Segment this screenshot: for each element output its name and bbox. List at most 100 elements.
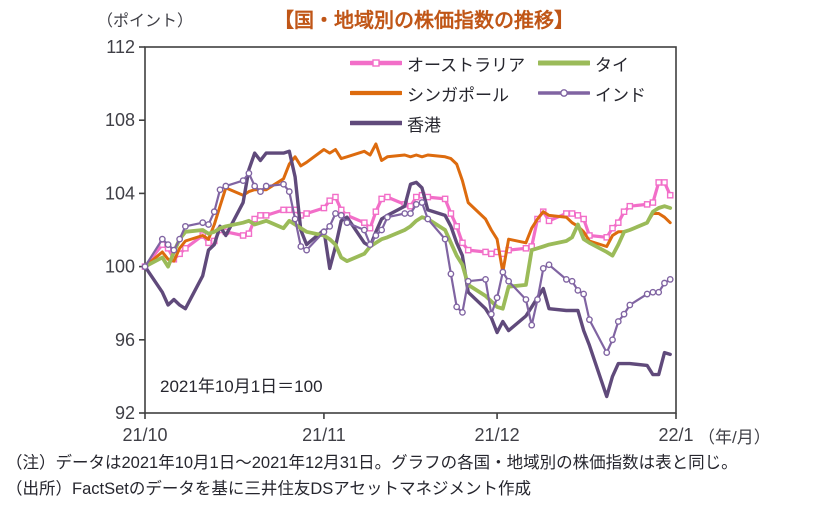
series-marker-india <box>205 221 212 228</box>
series-marker-australia <box>412 193 420 201</box>
series-marker-india <box>257 188 264 195</box>
y-tick-label: 100 <box>105 257 135 277</box>
x-tick-label: 22/1 <box>658 425 693 445</box>
page-title: 【国・地域別の株価指数の推移】 <box>274 10 574 32</box>
series-marker-india <box>176 235 184 243</box>
series-marker-australia <box>563 210 570 217</box>
series-marker-australia <box>447 210 455 217</box>
series-marker-australia <box>649 199 657 206</box>
series-marker-australia <box>280 206 287 214</box>
series-marker-india <box>199 219 207 227</box>
series-marker-india <box>539 265 547 272</box>
series-marker-india <box>487 310 495 318</box>
series-marker-india <box>401 210 409 217</box>
series-marker-india <box>447 270 455 278</box>
series-marker-australia <box>332 193 339 201</box>
series-marker-india <box>303 246 311 254</box>
legend-label-australia: オーストラリア <box>407 55 526 75</box>
series-marker-australia <box>378 195 385 203</box>
series-marker-india <box>378 226 386 234</box>
series-marker-india <box>482 276 489 283</box>
series-marker-australia <box>320 204 328 212</box>
series-marker-india <box>424 215 432 223</box>
series-marker-india <box>216 186 224 194</box>
series-marker-india <box>285 188 293 195</box>
x-tick-label: 21/10 <box>122 425 167 445</box>
series-marker-australia <box>482 248 489 256</box>
legend-item-thailand: タイ <box>538 51 629 76</box>
series-marker-india <box>545 261 553 269</box>
series-marker-india <box>384 213 391 221</box>
note-line-2: （出所）FactSetのデータを基に三井住友DSアセットマネジメント作成 <box>6 480 531 498</box>
series-marker-india <box>603 349 611 357</box>
series-marker-australia <box>580 215 587 223</box>
legend-item-australia: オーストラリア <box>350 51 538 76</box>
series-marker-australia <box>361 219 368 226</box>
x-tick-label: 21/11 <box>302 425 346 445</box>
series-marker-india <box>568 277 576 285</box>
series-marker-india <box>326 222 334 230</box>
series-marker-india <box>418 199 426 206</box>
legend-swatch-australia <box>350 59 402 67</box>
series-marker-india <box>360 226 368 234</box>
legend-label-singapore: シンガポール <box>407 85 509 105</box>
y-tick-label: 96 <box>115 330 135 350</box>
series-marker-india <box>245 169 253 177</box>
series-marker-india <box>499 268 507 276</box>
series-marker-australia <box>643 201 651 208</box>
legend-row: 香港 <box>350 108 646 138</box>
series-marker-india <box>580 290 588 298</box>
series-marker-australia <box>441 195 449 203</box>
series-marker-india <box>620 310 628 318</box>
series-marker-australia <box>488 250 495 258</box>
series-marker-australia <box>366 224 374 232</box>
series-marker-australia <box>245 230 253 237</box>
series-marker-india <box>562 276 570 283</box>
x-tick-label: 21/12 <box>475 425 520 445</box>
series-marker-australia <box>626 202 634 210</box>
series-marker-india <box>655 288 663 296</box>
series-marker-australia <box>453 223 460 230</box>
series-marker-australia <box>372 208 380 216</box>
legend-swatch-thailand <box>538 60 590 66</box>
legend-label-hongkong: 香港 <box>407 115 441 135</box>
series-line-singapore <box>143 142 672 274</box>
series-marker-india <box>609 336 616 344</box>
series-marker-australia <box>251 215 258 223</box>
series-marker-australia <box>574 212 582 219</box>
y-tick-label: 108 <box>105 110 135 130</box>
series-marker-india <box>222 182 230 190</box>
legend-marker-circle-india <box>560 89 568 97</box>
series-marker-india <box>297 243 305 250</box>
series-marker-australia <box>303 210 310 217</box>
series-line-hongkong <box>143 149 672 399</box>
series-marker-australia <box>384 193 391 201</box>
series-marker-australia <box>285 206 293 214</box>
y-tick-label: 92 <box>115 403 135 423</box>
series-marker-india <box>372 232 380 239</box>
series-marker-australia <box>666 191 674 199</box>
legend-label-thailand: タイ <box>595 55 629 75</box>
y-tick-label: 104 <box>105 183 135 203</box>
series-marker-australia <box>257 212 264 219</box>
series-marker-india <box>453 303 461 311</box>
x-axis-unit-label: （年/月） <box>698 428 771 447</box>
series-marker-australia <box>620 208 628 216</box>
series-marker-australia <box>568 210 576 217</box>
legend-item-singapore: シンガポール <box>350 81 538 106</box>
legend-swatch-hongkong <box>350 120 402 126</box>
series-marker-australia <box>326 197 333 205</box>
series-marker-australia <box>609 224 616 232</box>
legend-swatch-india <box>538 89 590 97</box>
legend-swatch-singapore <box>350 90 402 96</box>
series-marker-india <box>291 215 299 223</box>
series-marker-india <box>412 200 420 208</box>
series-marker-india <box>522 296 530 303</box>
series-marker-australia <box>603 234 611 241</box>
legend-row: シンガポール インド <box>350 78 646 108</box>
series-marker-india <box>332 210 339 217</box>
y-axis-unit-label: （ポイント） <box>97 13 194 30</box>
series-marker-india <box>493 294 501 302</box>
series-marker-australia <box>655 179 662 186</box>
series-marker-india <box>337 211 345 219</box>
